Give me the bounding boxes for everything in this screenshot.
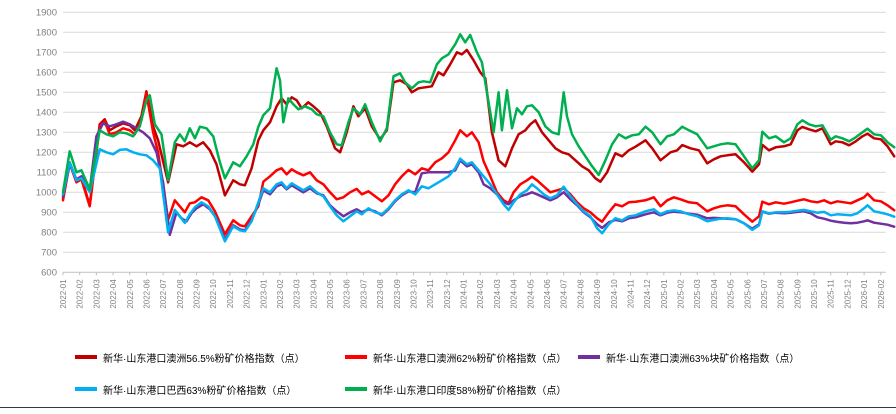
x-axis-tick-label: 2024-10	[610, 279, 619, 309]
x-axis-tick-label: 2022-03	[92, 279, 101, 309]
y-axis-tick-label: 600	[41, 267, 57, 278]
x-axis-tick-label: 2023-06	[343, 279, 352, 309]
x-axis-tick-label: 2025-05	[727, 279, 736, 309]
series-line	[61, 92, 896, 236]
x-axis-tick-label: 2022-05	[126, 279, 135, 309]
x-axis-tick-label: 2023-02	[276, 279, 285, 309]
y-axis-tick-label: 1400	[36, 107, 57, 118]
legend-swatch-dark-red	[75, 355, 97, 359]
y-axis-tick-label: 1000	[36, 187, 57, 198]
series-line	[61, 33, 896, 194]
x-axis-tick-label: 2022-02	[76, 279, 85, 309]
legend-label: 新华·山东港口澳洲63%块矿价格指数（点）	[606, 353, 800, 365]
y-axis-tick-label: 1800	[36, 27, 57, 38]
legend-label: 新华·山东港口印度58%粉矿价格指数（点）	[373, 385, 567, 397]
x-axis-tick-label: 2022-04	[109, 279, 118, 309]
x-axis-tick-label: 2022-10	[209, 279, 218, 309]
y-axis-tick-label: 1500	[36, 87, 57, 98]
y-axis-tick-label: 1900	[36, 7, 57, 18]
x-axis-tick-label: 2026-02	[877, 279, 886, 309]
x-axis-tick-label: 2024-11	[626, 279, 635, 308]
x-axis-tick-label: 2023-03	[293, 279, 302, 309]
x-axis-tick-label: 2024-03	[493, 279, 502, 309]
x-axis-tick-label: 2025-03	[693, 279, 702, 309]
x-axis-tick-label: 2025-12	[843, 279, 852, 309]
y-axis-tick-label: 900	[41, 207, 57, 218]
legend-item-in-58-fines: 新华·山东港口印度58%粉矿价格指数（点）	[345, 383, 567, 397]
legend-item-br-63-fines: 新华·山东港口巴西63%粉矿价格指数（点）	[75, 383, 297, 397]
y-axis-tick-label: 1700	[36, 47, 57, 58]
x-axis-tick-label: 2022-01	[59, 279, 68, 309]
x-axis-tick-label: 2025-10	[810, 279, 819, 309]
x-axis-tick-label: 2024-09	[593, 279, 602, 309]
legend-item-au-62-fines: 新华·山东港口澳洲62%粉矿价格指数（点）	[345, 351, 567, 365]
series-line	[61, 148, 896, 243]
legend-swatch-red	[345, 355, 367, 359]
series-line	[61, 48, 896, 207]
y-axis-tick-label: 1100	[37, 167, 57, 178]
x-axis-tick-label: 2024-08	[576, 279, 585, 309]
x-axis-tick-label: 2024-02	[476, 279, 485, 309]
x-axis-tick-label: 2023-04	[309, 279, 318, 309]
x-axis-tick-label: 2025-09	[793, 279, 802, 309]
x-axis-tick-label: 2022-08	[176, 279, 185, 309]
x-axis-tick-label: 2025-04	[710, 279, 719, 309]
x-axis-tick-label: 2023-10	[409, 279, 418, 309]
x-axis-tick-label: 2023-01	[259, 279, 268, 309]
legend-swatch-cyan	[75, 387, 97, 391]
x-axis-tick-label: 2024-07	[560, 279, 569, 309]
legend-item-au-63-lump: 新华·山东港口澳洲63%块矿价格指数（点）	[578, 351, 800, 365]
legend-label: 新华·山东港口澳洲56.5%粉矿价格指数（点）	[103, 353, 305, 365]
x-axis-tick-label: 2024-04	[510, 279, 519, 309]
y-axis-tick-label: 1600	[36, 67, 57, 78]
x-axis-tick-label: 2026-01	[860, 279, 869, 309]
legend-item-au-56-5-fines: 新华·山东港口澳洲56.5%粉矿价格指数（点）	[75, 351, 305, 365]
bottom-divider	[0, 407, 896, 408]
x-axis-tick-label: 2022-07	[159, 279, 168, 309]
y-axis-tick-label: 700	[41, 247, 57, 258]
x-axis-tick-label: 2025-06	[743, 279, 752, 309]
x-axis-tick-label: 2022-11	[226, 279, 235, 308]
x-axis-tick-label: 2023-09	[393, 279, 402, 309]
x-axis-tick-label: 2023-08	[376, 279, 385, 309]
legend-swatch-green	[345, 387, 367, 391]
y-axis-tick-label: 800	[41, 227, 57, 238]
x-axis-tick-label: 2024-12	[643, 279, 652, 309]
x-axis-tick-label: 2024-05	[526, 279, 535, 309]
x-axis-tick-label: 2022-12	[243, 279, 252, 309]
x-axis-tick-label: 2025-08	[777, 279, 786, 309]
x-axis-tick-label: 2024-01	[460, 279, 469, 309]
legend-label: 新华·山东港口巴西63%粉矿价格指数（点）	[103, 385, 297, 397]
legend-swatch-purple	[578, 355, 600, 359]
x-axis-tick-label: 2023-07	[359, 279, 368, 309]
y-axis-tick-label: 1300	[36, 127, 57, 138]
x-axis-tick-label: 2025-02	[677, 279, 686, 309]
x-axis-tick-label: 2022-09	[193, 279, 202, 309]
x-axis-tick-label: 2023-11	[426, 279, 435, 308]
legend-label: 新华·山东港口澳洲62%粉矿价格指数（点）	[373, 353, 567, 365]
y-axis-tick-label: 1200	[36, 147, 57, 158]
x-axis-tick-label: 2025-01	[660, 279, 669, 309]
x-axis-tick-label: 2024-06	[543, 279, 552, 309]
x-axis-tick-label: 2025-07	[760, 279, 769, 309]
x-axis-tick-label: 2022-06	[142, 279, 151, 309]
x-axis-tick-label: 2025-11	[827, 279, 836, 308]
x-axis-tick-label: 2023-05	[326, 279, 335, 309]
x-axis-tick-label: 2023-12	[443, 279, 452, 309]
